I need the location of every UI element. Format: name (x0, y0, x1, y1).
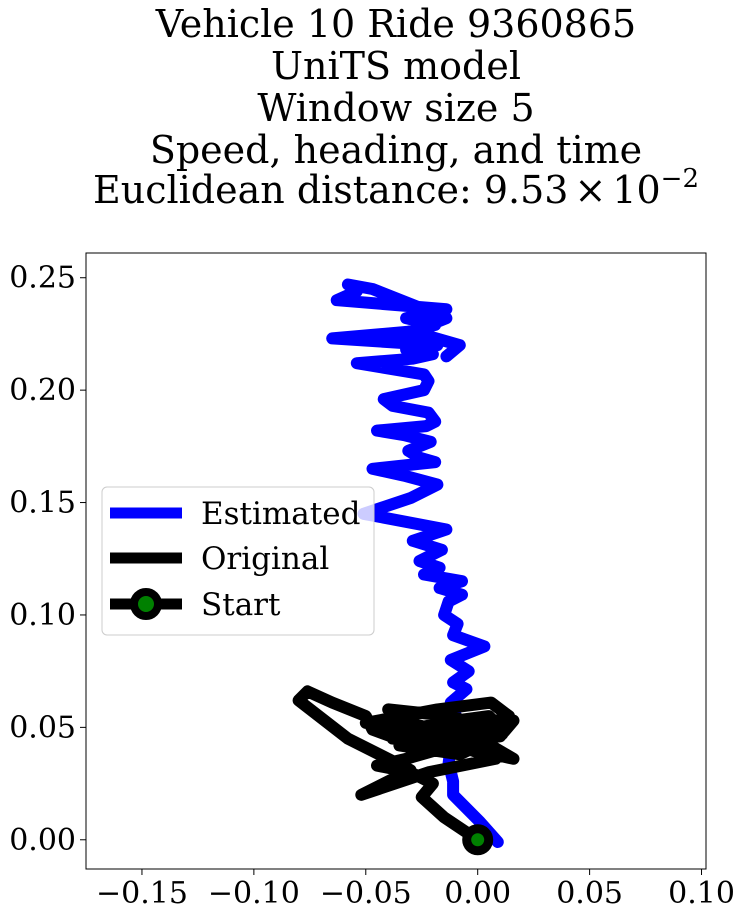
y-tick-label-4: 0.20 (9, 373, 76, 408)
title-line-1: Vehicle 10 Ride 9360865 (155, 2, 636, 46)
title-distance-prefix: Euclidean distance: 9.53 (93, 168, 568, 212)
title-line-5: Euclidean distance: 9.53 × 10−2 (93, 164, 699, 212)
title-distance-times: × (574, 168, 606, 212)
title-line-3: Window size 5 (257, 86, 534, 130)
plot-area-frame (85, 252, 707, 870)
y-tick-label-0: 0.00 (9, 823, 76, 858)
x-tick-label-2: −0.05 (320, 876, 412, 911)
series-layer (292, 278, 520, 856)
x-tick-label-4: 0.05 (556, 876, 623, 911)
x-tick-label-3: 0.00 (444, 876, 511, 911)
y-tick-label-2: 0.10 (9, 598, 76, 633)
x-tick-label-0: −0.15 (96, 876, 188, 911)
legend-box (101, 486, 375, 636)
legend-handle-start-marker (130, 588, 162, 620)
x-tick-label-5: 0.10 (668, 876, 735, 911)
x-tick-label-1: −0.10 (208, 876, 300, 911)
legend-label-original: Original (201, 541, 329, 577)
series-line-original (292, 685, 520, 846)
y-axis: 0.00 0.05 0.10 0.15 0.20 0.25 (9, 261, 86, 858)
legend-label-estimated: Estimated (201, 496, 360, 532)
y-tick-label-1: 0.05 (9, 710, 76, 745)
series-line-estimated (326, 278, 504, 848)
title-distance-exponent: −2 (661, 164, 699, 194)
start-marker (462, 824, 494, 856)
y-tick-label-3: 0.15 (9, 486, 76, 521)
title-distance-base: 10 (612, 168, 660, 212)
chart-title: Vehicle 10 Ride 9360865 UniTS model Wind… (93, 2, 699, 212)
y-tick-label-5: 0.25 (9, 261, 76, 296)
x-axis: −0.15 −0.10 −0.05 0.00 0.05 0.10 (96, 869, 735, 911)
legend-label-start: Start (201, 587, 281, 623)
title-line-4: Speed, heading, and time (150, 128, 642, 172)
legend: Estimated Original Start (101, 486, 375, 636)
title-line-2: UniTS model (271, 44, 521, 88)
